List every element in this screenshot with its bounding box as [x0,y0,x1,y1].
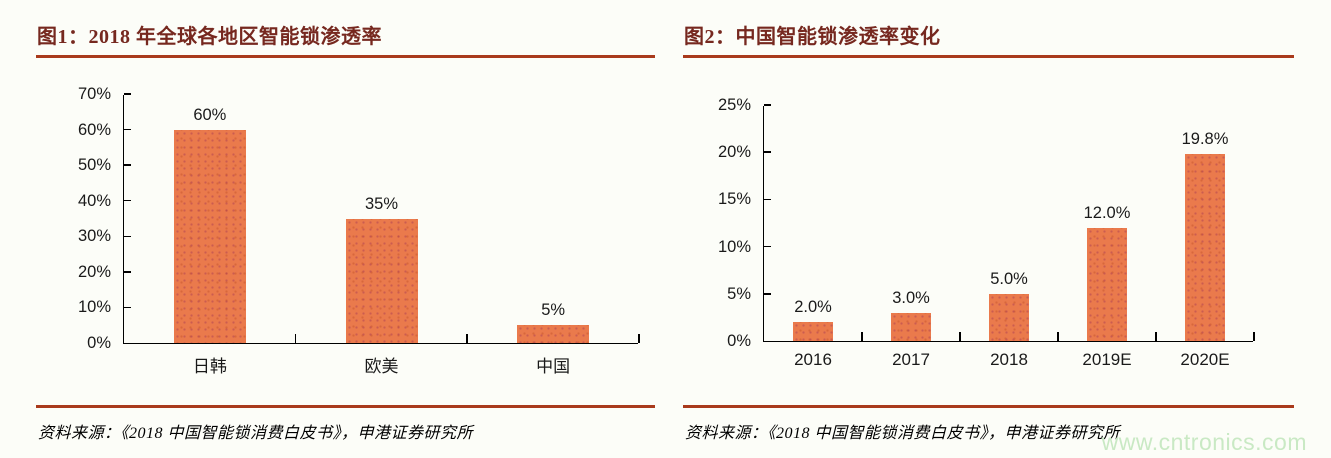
figure-1-bottom-divider [36,405,655,408]
bar-value-label: 35% [364,194,399,213]
figure-1-source: 资料来源：《2018 中国智能锁消费白皮书》，申港证券研究所 [38,425,474,442]
y-axis-label: 15% [717,190,751,209]
watermark: www.cntronics.com [1101,429,1307,455]
y-axis-tick [764,293,771,295]
y-axis-tick [124,128,131,131]
x-axis-label: 2017 [892,350,930,369]
category-boundary-tick [1057,332,1059,341]
y-axis-label: 10% [77,298,111,317]
x-axis-label: 2020E [1180,350,1230,369]
y-axis-label: 60% [77,120,111,139]
figure-1-title-underline [36,55,655,58]
y-axis-label: 40% [77,191,111,210]
figure-2-bottom-divider [683,405,1294,408]
y-axis-tick [764,104,771,106]
y-axis-tick [124,164,131,166]
bar-2018 [989,293,1029,341]
category-boundary-tick [1253,332,1255,341]
bar-欧美 [345,218,418,343]
bar-2019E [1087,227,1127,341]
x-axis-label: 日韩 [192,357,227,376]
bar-value-label: 3.0% [892,288,930,307]
y-axis-label: 0% [87,334,111,352]
x-axis-label: 2019E [1082,350,1132,369]
y-axis-label: 0% [727,332,751,350]
y-axis-label: 25% [717,96,751,114]
y-axis-tick [124,235,131,238]
y-axis-tick [764,245,771,248]
bar-2017 [891,312,931,341]
bar-2020E [1185,154,1225,341]
bar-value-label: 19.8% [1181,130,1229,149]
category-boundary-tick [861,332,863,341]
x-axis-label: 中国 [536,357,571,376]
y-axis-label: 20% [717,143,751,162]
y-axis-label: 30% [77,227,111,246]
bar-value-label: 5.0% [990,269,1028,288]
x-axis-label: 2016 [794,350,832,369]
figure-2-chart-plot: 0% 5% 10% 15% 20% 25% 2.0% 2016 3.0% 2017 5.0% 2018… [718,96,1255,369]
category-boundary-tick [638,334,640,343]
bar-中国 [517,325,590,343]
y-axis-tick [124,271,131,273]
y-axis-label: 50% [77,156,111,175]
figure-1-chart-plot: 0% 10% 20% 30% 40% 50% 60% 70% 60% 日韩 35% 欧美 5% 中国 [78,85,640,376]
category-boundary-tick [466,334,468,343]
bar-value-label: 2.0% [794,298,832,317]
bar-日韩 [173,129,246,343]
y-axis-label: 5% [727,284,751,303]
x-axis-label: 2018 [990,350,1028,369]
y-axis-label: 70% [77,85,111,103]
figure-2-title-underline [683,55,1294,58]
y-axis-label: 10% [717,237,751,256]
category-boundary-tick [294,334,297,343]
y-axis-tick [124,93,131,95]
bar-2016 [793,322,833,341]
bar-value-label: 5% [541,301,566,320]
figure-2-title: 图2：中国智能锁渗透率变化 [684,26,941,48]
y-axis-label: 20% [77,262,111,281]
figure-1-title: 图1：2018 年全球各地区智能锁渗透率 [37,26,382,48]
y-axis-tick [124,199,131,202]
y-axis-tick [764,151,771,153]
y-axis-tick [764,198,771,201]
y-axis-tick [124,306,131,309]
x-axis-label: 欧美 [364,357,399,376]
category-boundary-tick [1155,332,1157,341]
bar-value-label: 12.0% [1083,203,1131,222]
bar-value-label: 60% [193,105,227,124]
figure-2-source: 资料来源：《2018 中国智能锁消费白皮书》，申港证券研究所 [685,425,1121,442]
category-boundary-tick [959,332,961,341]
